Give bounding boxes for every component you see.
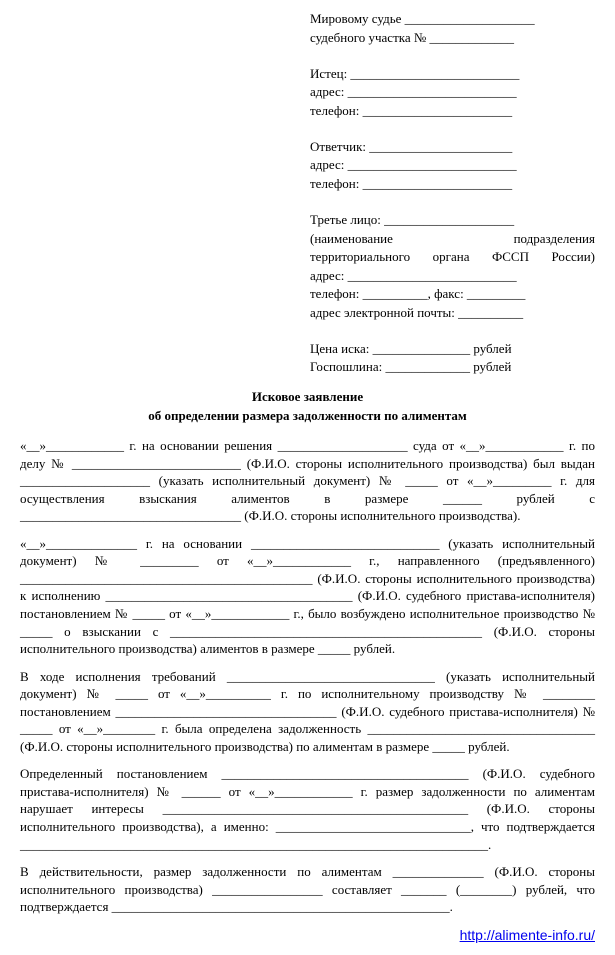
third-party-line: Третье лицо: ____________________	[310, 211, 595, 229]
paragraph-1: «__»____________ г. на основании решения…	[20, 437, 595, 525]
third-party-desc2: территориального органа ФССП России)	[310, 248, 595, 266]
paragraph-2: «__»______________ г. на основании _____…	[20, 535, 595, 658]
plaintiff-phone: телефон: _______________________	[310, 102, 595, 120]
third-party-email: адрес электронной почты: __________	[310, 304, 595, 322]
paragraph-5: В действительности, размер задолженности…	[20, 863, 595, 916]
fee-line: Госпошлина: _____________ рублей	[310, 358, 595, 376]
defendant-addr: адрес: __________________________	[310, 156, 595, 174]
third-party-desc1: (наименование подразделения	[310, 230, 595, 248]
judge-line: Мировому судье ____________________	[310, 10, 595, 28]
plaintiff-line: Истец: __________________________	[310, 65, 595, 83]
footer-link-container: http://alimente-info.ru/	[20, 926, 595, 945]
defendant-phone: телефон: _______________________	[310, 175, 595, 193]
form-header: Мировому судье ____________________ суде…	[310, 10, 595, 376]
third-party-addr: адрес: __________________________	[310, 267, 595, 285]
document-title: Исковое заявление	[20, 388, 595, 406]
plaintiff-addr: адрес: __________________________	[310, 83, 595, 101]
defendant-line: Ответчик: ______________________	[310, 138, 595, 156]
price-line: Цена иска: _______________ рублей	[310, 340, 595, 358]
district-line: судебного участка № _____________	[310, 29, 595, 47]
source-link[interactable]: http://alimente-info.ru/	[460, 927, 595, 943]
document-subtitle: об определении размера задолженности по …	[20, 407, 595, 425]
paragraph-4: Определенный постановлением ____________…	[20, 765, 595, 853]
paragraph-3: В ходе исполнения требований ___________…	[20, 668, 595, 756]
third-party-phone: телефон: __________, факс: _________	[310, 285, 595, 303]
